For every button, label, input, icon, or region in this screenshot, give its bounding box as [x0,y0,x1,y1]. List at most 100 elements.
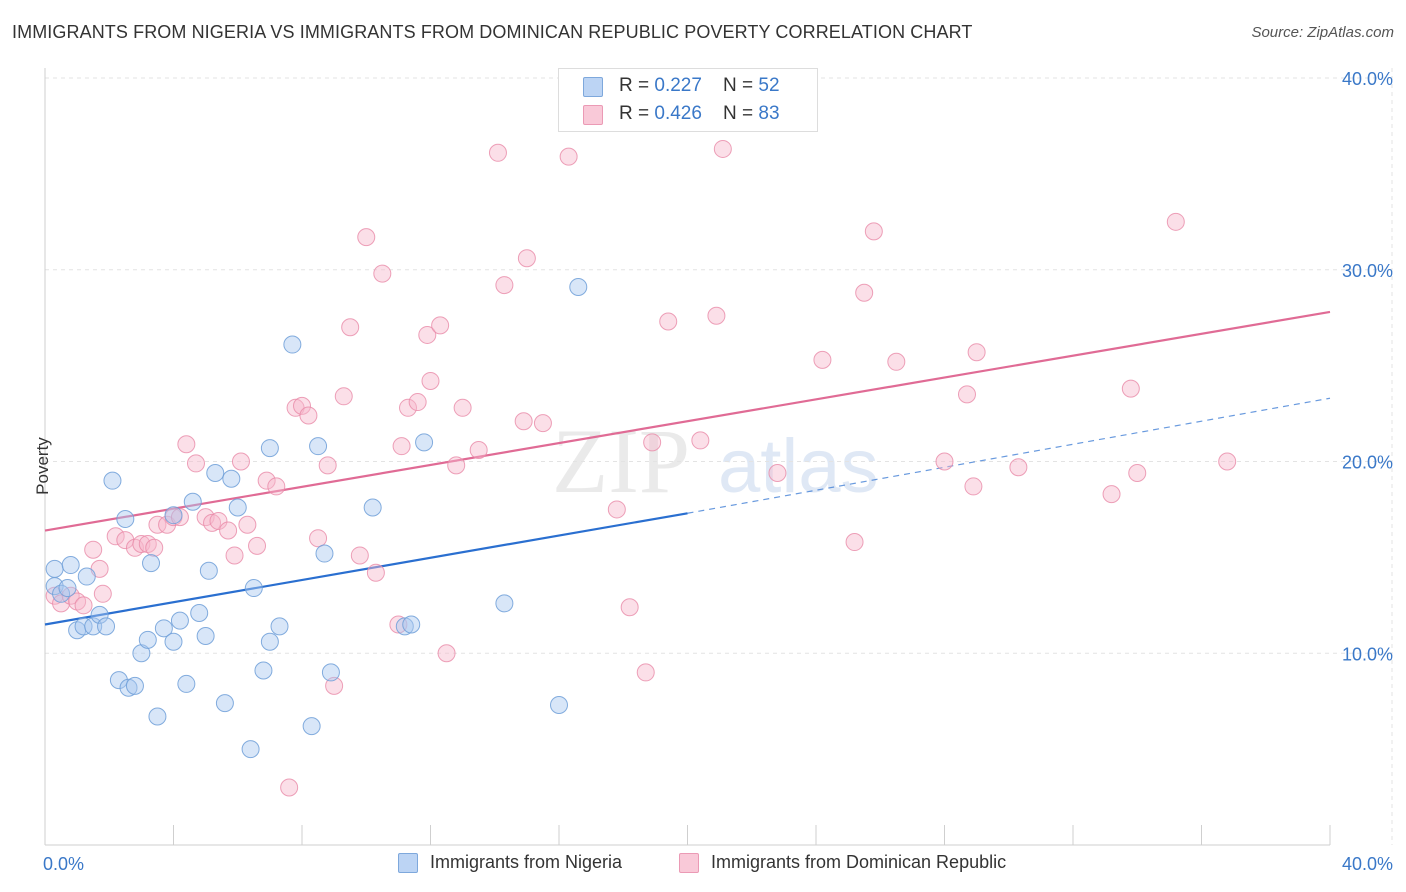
data-point-nigeria [77,567,96,586]
data-points [45,139,1237,797]
data-point-dominican [248,536,267,555]
data-point-nigeria [97,617,116,636]
data-point-dominican [713,139,732,158]
data-point-dominican [408,393,427,412]
data-point-nigeria [302,717,321,736]
data-point-dominican [177,435,196,454]
data-point-dominican [318,456,337,475]
data-point-nigeria [495,594,514,613]
data-point-dominican [1009,458,1028,477]
data-point-nigeria [395,617,414,636]
series-legend: Immigrants from Nigeria Immigrants from … [0,852,1406,878]
data-point-nigeria [270,617,289,636]
data-point-dominican [299,406,318,425]
data-point-nigeria [260,439,279,458]
x-tick-label-min: 0.0% [43,854,84,874]
data-point-dominican [418,325,437,344]
y-tick-label: 20.0% [1342,453,1393,473]
data-point-dominican [373,264,392,283]
series-swatch-dominican [679,852,699,873]
data-point-nigeria [309,437,328,456]
data-point-nigeria [415,433,434,452]
legend-swatch-nigeria [583,77,603,97]
data-point-dominican [488,143,507,162]
y-tick-label: 10.0% [1342,644,1393,664]
data-point-dominican [399,398,418,417]
data-point-nigeria [164,632,183,651]
data-point-dominican [421,371,440,390]
data-point-dominican [607,500,626,519]
data-point-dominican [209,511,228,530]
data-point-dominican [293,396,311,415]
data-point-dominican [1218,452,1237,471]
data-point-nigeria [315,544,334,563]
data-point-nigeria [142,554,161,573]
data-point-nigeria [254,661,273,680]
legend-r-value-nigeria: 0.227 [654,75,702,96]
data-point-dominican [106,527,125,546]
data-point-nigeria [321,663,340,682]
data-point-nigeria [61,556,80,575]
data-point-dominican [357,228,376,247]
data-point-dominican [559,147,578,166]
data-point-nigeria [170,611,189,630]
data-point-dominican [392,437,411,456]
data-point-nigeria [228,498,247,517]
data-point-nigeria [177,674,196,693]
data-point-dominican [533,414,552,433]
data-point-dominican [74,596,93,615]
axes [44,68,1331,846]
y-axis-label: Poverty [32,437,52,495]
data-point-dominican [280,778,299,797]
data-point-dominican [186,454,205,473]
series-label-nigeria: Immigrants from Nigeria [430,852,623,872]
data-point-dominican [514,412,533,431]
data-point-nigeria [283,335,302,354]
legend-r-label: R = [619,103,655,124]
data-point-dominican [341,318,360,337]
data-point-dominican [887,352,906,371]
legend-n-value-dominican: 83 [758,103,780,124]
data-point-dominican [453,398,472,417]
data-point-dominican [148,515,167,534]
data-point-dominican [325,676,344,695]
data-point-nigeria [84,617,103,636]
data-point-dominican [813,350,832,369]
data-point-dominican [238,515,257,534]
data-point-dominican [864,222,883,241]
data-point-nigeria [550,696,568,715]
watermark-atlas: atlas [718,424,879,509]
y-tick-label: 30.0% [1342,261,1393,281]
data-point-nigeria [103,471,122,490]
data-point-dominican [1121,379,1140,398]
data-point-dominican [225,546,244,565]
legend-n-label: N = [723,103,759,124]
data-point-nigeria [183,492,202,511]
data-point-nigeria [199,561,218,580]
legend-r-value-dominican: 0.426 [654,103,702,124]
data-point-nigeria [215,694,234,713]
data-point-dominican [691,431,710,450]
data-point-nigeria [116,510,135,529]
y-tick-label: 40.0% [1342,69,1393,89]
data-point-dominican [52,594,71,613]
series-legend-dominican: Immigrants from Dominican Republic [679,852,1006,873]
data-point-dominican [967,343,986,362]
data-point-dominican [257,471,276,490]
x-tick-label-max: 40.0% [1342,854,1393,874]
trend-line-nigeria [44,512,688,626]
legend-r-label: R = [619,75,655,96]
data-point-nigeria [206,464,225,483]
trend-line-dominican [44,310,1331,532]
data-point-dominican [334,387,353,406]
data-point-nigeria [138,630,157,649]
data-point-nigeria [90,605,109,624]
data-point-nigeria [196,626,215,645]
data-point-dominican [935,452,954,471]
data-point-dominican [768,464,787,483]
data-point-nigeria [190,603,209,622]
data-point-nigeria [58,579,77,598]
source-credit: Source: ZipAtlas.com [1251,24,1394,41]
data-point-dominican [845,533,864,552]
data-point-dominican [203,513,222,532]
